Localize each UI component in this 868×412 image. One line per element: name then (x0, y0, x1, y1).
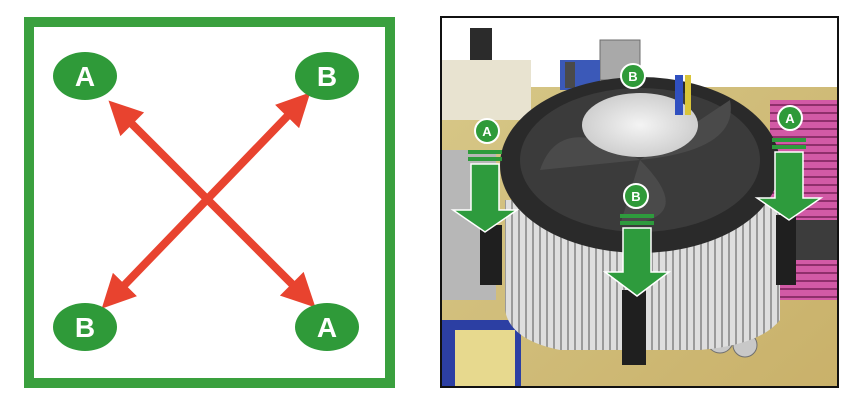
fastener-badge-icon (53, 303, 117, 351)
badge-label: A (482, 124, 492, 139)
push-arrow-icon (602, 227, 672, 297)
diagonal-arrow-icon (101, 92, 311, 309)
badge-label: B (75, 312, 95, 343)
push-pin (776, 215, 796, 285)
right-panel: A B A B (440, 16, 839, 388)
badge-label: B (317, 61, 337, 92)
fastener-badge-bottom-left: B (53, 303, 117, 351)
fan-blade (540, 137, 640, 170)
fastener-badge-icon (474, 118, 500, 144)
fastener-badge-icon (295, 52, 359, 100)
badge-label: A (785, 111, 795, 126)
photo-frame (440, 16, 839, 388)
push-arrow-cap (620, 214, 654, 218)
fastener-badge-icon (295, 303, 359, 351)
photo-badge-top: B (620, 63, 646, 89)
badge-label: A (317, 312, 337, 343)
fastener-badge-icon (53, 52, 117, 100)
io-connector (470, 28, 492, 68)
capacitor (565, 62, 575, 88)
fastener-badge-icon (777, 105, 803, 131)
fastener-badge-icon (620, 63, 646, 89)
push-arrow-cap (772, 145, 806, 149)
fan-cable (675, 75, 683, 115)
heatsink-photo (441, 17, 838, 387)
push-arrow-cap (468, 157, 502, 161)
photo-badge-left: A (474, 118, 500, 144)
push-arrow-icon (450, 163, 520, 233)
push-arrow-cap (468, 150, 502, 154)
left-block (441, 60, 531, 120)
badge-label: B (628, 69, 637, 84)
fastener-badge-top-left: A (53, 52, 117, 100)
push-arrow-cap (772, 138, 806, 142)
fastener-badge-icon (623, 183, 649, 209)
fan-hub (582, 93, 698, 157)
fastener-badge-top-right: B (295, 52, 359, 100)
photo-badge-front: B (623, 183, 649, 209)
push-pin (480, 225, 502, 285)
left-panel: A B B A (24, 17, 395, 388)
push-arrow-right (754, 138, 824, 221)
push-arrow-front (602, 214, 672, 297)
photo-badge-right: A (777, 105, 803, 131)
badge-label: B (631, 189, 640, 204)
fastener-badge-bottom-right: A (295, 303, 359, 351)
mosfet (790, 220, 838, 260)
push-arrow-left (450, 150, 520, 233)
push-arrow-icon (754, 151, 824, 221)
fan-cable (685, 75, 691, 115)
push-arrow-cap (620, 221, 654, 225)
ram-slot-inner (455, 330, 515, 387)
push-pin (622, 290, 646, 365)
badge-label: A (75, 61, 95, 92)
